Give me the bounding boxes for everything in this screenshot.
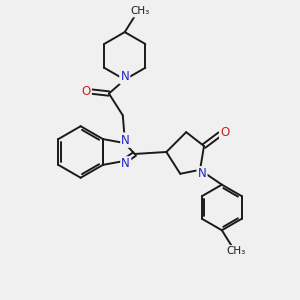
Text: N: N [122, 134, 130, 147]
Text: CH₃: CH₃ [226, 246, 245, 256]
Text: N: N [198, 167, 206, 180]
Text: N: N [120, 70, 129, 83]
Text: N: N [122, 158, 130, 170]
Text: CH₃: CH₃ [130, 6, 149, 16]
Text: O: O [82, 85, 91, 98]
Text: O: O [220, 126, 230, 139]
